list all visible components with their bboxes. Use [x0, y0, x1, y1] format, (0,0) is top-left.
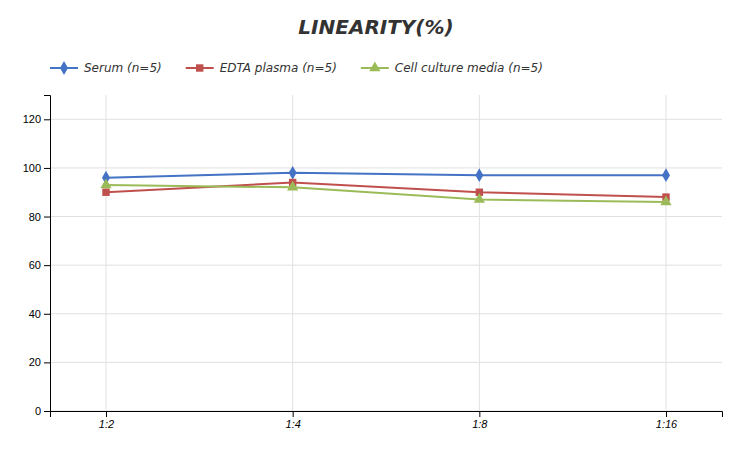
tick-label: 0 — [35, 405, 41, 417]
tick-mark — [44, 362, 50, 363]
tick-label: 100 — [23, 162, 41, 174]
tick-mark — [44, 265, 50, 266]
grid-line — [479, 95, 480, 411]
point-marker — [100, 178, 111, 188]
legend-item: Serum (n=5) — [50, 61, 162, 75]
x-tick: 1:16 — [656, 411, 678, 430]
grid-line — [50, 119, 722, 120]
grid-line — [50, 216, 722, 217]
legend-label: Serum (n=5) — [84, 61, 162, 75]
point-marker — [660, 195, 671, 205]
tick-label: 1:16 — [656, 418, 678, 430]
y-tick: 20 — [29, 356, 50, 368]
tick-mark — [44, 411, 50, 412]
legend-marker — [196, 64, 203, 71]
tick-mark — [479, 411, 480, 417]
legend-item: Cell culture media (n=5) — [361, 61, 543, 75]
grid-line — [106, 95, 107, 411]
grid-line — [292, 95, 293, 411]
x-axis: 1:2 1:4 1:8 1:16 — [51, 411, 723, 430]
legend-item: EDTA plasma (n=5) — [186, 61, 337, 75]
chart-title: LINEARITY(%) — [298, 15, 453, 39]
tick-label: 20 — [29, 356, 41, 368]
point-marker — [474, 193, 485, 203]
y-axis: 0 20 40 60 80 100 120 — [23, 96, 51, 418]
grid-line — [50, 167, 722, 168]
chart-container: 0 20 40 60 80 100 120 1:2 1:4 1:8 1:16 LINEARITY(%)… — [0, 0, 752, 451]
series-line — [106, 185, 666, 202]
legend-label: Cell culture media (n=5) — [395, 61, 543, 75]
x-tick: 1:8 — [472, 411, 488, 430]
tick-mark — [293, 411, 294, 417]
tick-mark — [44, 119, 50, 120]
tick-mark — [44, 314, 50, 315]
tick-label: 1:8 — [472, 418, 488, 430]
axis-line — [51, 412, 723, 418]
tick-label: 1:4 — [286, 418, 301, 430]
grid-line — [50, 265, 722, 266]
legend-label: EDTA plasma (n=5) — [220, 61, 337, 75]
tick-mark — [106, 411, 107, 417]
plot-area — [100, 166, 671, 205]
y-tick: 120 — [23, 113, 50, 125]
legend-marker — [60, 61, 68, 75]
legend-marker — [369, 61, 380, 71]
x-tick: 1:4 — [286, 411, 301, 430]
tick-label: 120 — [23, 113, 41, 125]
point-marker — [662, 168, 670, 182]
y-tick: 80 — [29, 211, 50, 223]
series-line — [106, 183, 666, 198]
point-marker — [287, 181, 298, 191]
tick-label: 60 — [29, 259, 41, 271]
y-tick: 0 — [35, 405, 50, 417]
tick-label: 1:2 — [99, 418, 114, 430]
point-marker — [102, 189, 109, 196]
y-tick: 100 — [23, 162, 50, 174]
series-line — [106, 173, 666, 178]
tick-label: 40 — [29, 308, 41, 320]
x-tick: 1:2 — [99, 411, 114, 430]
grid — [50, 95, 722, 411]
point-marker — [475, 168, 483, 182]
y-tick: 60 — [29, 259, 50, 271]
tick-mark — [666, 411, 667, 417]
point-marker — [289, 166, 297, 180]
chart-svg: 0 20 40 60 80 100 120 1:2 1:4 1:8 1:16 LINEARITY(%)… — [0, 0, 752, 451]
grid-line — [50, 362, 722, 363]
grid-line — [50, 313, 722, 314]
y-tick: 40 — [29, 308, 50, 320]
legend: Serum (n=5) EDTA plasma (n=5) Cell culture… — [50, 61, 543, 75]
tick-mark — [44, 168, 50, 169]
axis-line — [44, 96, 51, 412]
tick-mark — [44, 217, 50, 218]
grid-line — [666, 95, 667, 411]
tick-label: 80 — [29, 211, 41, 223]
